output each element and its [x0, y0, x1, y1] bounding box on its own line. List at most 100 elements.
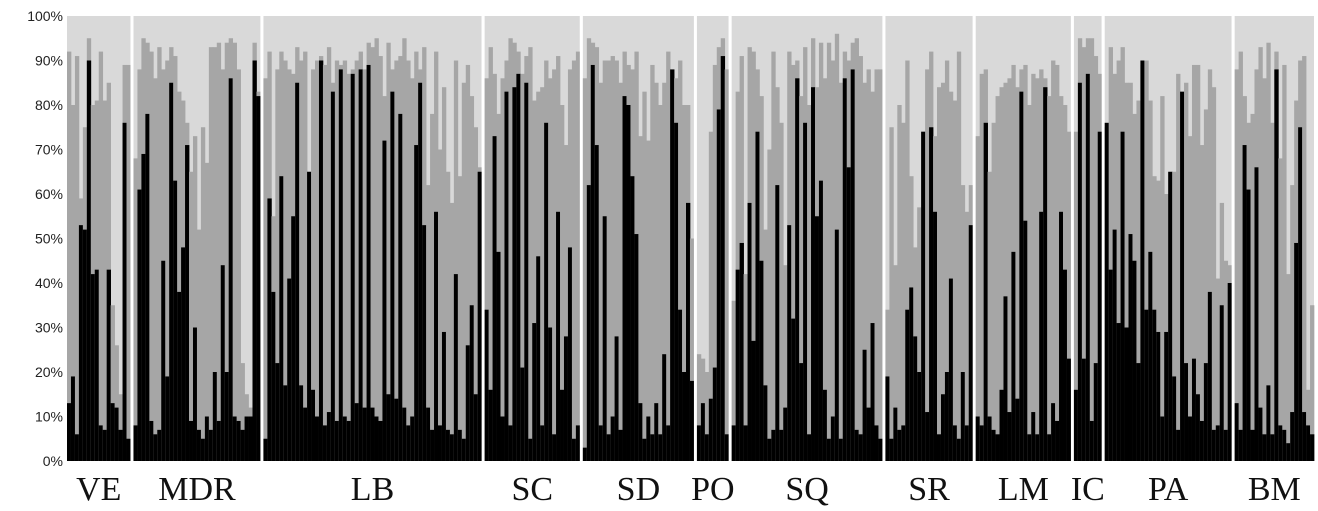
bar-segment-black — [622, 96, 627, 461]
bar-segment-gray — [878, 69, 883, 462]
bar-segment-black — [1043, 87, 1048, 461]
bar-segment-black — [940, 394, 946, 461]
bar-segment-gray — [724, 69, 730, 462]
bar-segment-gray — [1250, 113, 1255, 462]
bar-segment-black — [220, 265, 226, 461]
bar-segment-black — [315, 416, 320, 461]
bar-segment-black — [275, 363, 280, 461]
bar-segment-black — [208, 429, 214, 461]
bar-segment-black — [488, 389, 493, 461]
bar-segment-black — [70, 376, 76, 461]
bar-segment-black — [378, 420, 383, 461]
bar-segment-black — [90, 274, 96, 461]
bar-segment-black — [751, 340, 756, 461]
bar-segment-black — [1051, 403, 1056, 461]
bar-segment-black — [1262, 434, 1267, 461]
bar-segment-gray — [889, 127, 894, 461]
bar-segment-gray — [731, 300, 736, 461]
bar-segment-black — [1302, 412, 1307, 461]
bar-segment-black — [354, 403, 359, 461]
bar-segment-black — [1195, 394, 1201, 461]
bar-segment-black — [1085, 73, 1091, 461]
bar-segment-black — [1234, 403, 1239, 461]
population-label: LM — [998, 471, 1049, 506]
bar-segment-gray — [937, 87, 942, 461]
bar-segment-black — [552, 434, 557, 461]
bar-segment-black — [98, 425, 104, 461]
bar-segment-black — [137, 189, 142, 462]
bar-segment-gray — [98, 51, 104, 461]
bar-segment-black — [283, 385, 288, 461]
bar-segment-gray — [1310, 305, 1315, 461]
bar-segment-black — [189, 420, 194, 461]
bar-segment-black — [1203, 363, 1209, 461]
bar-segment-gray — [791, 64, 796, 461]
bar-segment-black — [342, 416, 348, 461]
bar-segment-black — [82, 229, 88, 461]
bar-segment-gray — [1055, 64, 1060, 461]
bar-segment-black — [1011, 251, 1016, 461]
bar-segment-gray — [326, 47, 332, 462]
bar-segment-gray — [838, 82, 844, 461]
bar-segment-gray — [979, 73, 984, 461]
bar-segment-black — [434, 211, 439, 461]
population-label: PO — [691, 471, 734, 506]
bar-segment-gray — [548, 78, 553, 462]
bar-segment-black — [686, 202, 691, 461]
bar-segment-gray — [552, 69, 557, 462]
bar-segment-black — [1039, 211, 1044, 461]
bar-segment-gray — [1003, 82, 1008, 461]
bar-segment-black — [654, 403, 659, 461]
bar-segment-gray — [1302, 56, 1307, 462]
bar-segment-black — [952, 425, 958, 461]
bar-segment-black — [678, 309, 683, 461]
bar-segment-gray — [445, 171, 451, 461]
bar-segment-gray — [315, 60, 320, 461]
bar-segment-black — [224, 372, 230, 461]
population-label: LB — [351, 471, 394, 506]
bar-segment-gray — [650, 64, 655, 461]
bar-segment-black — [402, 407, 407, 461]
bar-segment-gray — [646, 140, 651, 461]
bar-segment-black — [86, 60, 92, 461]
bar-segment-black — [516, 73, 521, 461]
bar-segment-black — [1199, 420, 1205, 461]
bar-segment-gray — [378, 56, 383, 462]
bar-segment-black — [811, 87, 816, 461]
bar-segment-black — [1290, 412, 1295, 461]
bar-segment-black — [642, 438, 647, 461]
bar-segment-black — [720, 56, 726, 462]
bar-segment-black — [818, 180, 824, 461]
bar-segment-gray — [767, 149, 772, 461]
bar-segment-gray — [374, 38, 379, 461]
bar-segment-black — [457, 429, 463, 461]
bar-segment-gray — [362, 69, 367, 462]
bar-segment-black — [524, 82, 529, 461]
bar-segment-gray — [240, 363, 245, 461]
bar-segment-black — [1176, 429, 1181, 461]
y-tick-label: 0% — [43, 453, 63, 469]
bar-segment-black — [145, 113, 150, 462]
bar-segment-black — [866, 407, 871, 461]
bar-segment-black — [1140, 60, 1145, 461]
bar-segment-black — [735, 269, 740, 461]
bar-segment-gray — [520, 73, 525, 461]
bar-segment-black — [759, 260, 764, 461]
population-label: MDR — [158, 471, 236, 506]
bar-segment-black — [1144, 309, 1149, 461]
bar-segment-gray — [987, 171, 992, 461]
bar-segment-black — [449, 434, 455, 461]
bar-segment-black — [1066, 358, 1072, 461]
bar-segment-black — [477, 171, 482, 461]
bar-segment-gray — [322, 64, 328, 461]
population-separator — [882, 14, 886, 463]
bar-segment-gray — [743, 274, 748, 461]
bar-segment-gray — [1266, 42, 1271, 461]
bar-segment-gray — [654, 82, 659, 461]
bar-segment-gray — [1015, 87, 1020, 461]
bar-segment-black — [606, 434, 611, 461]
bar-segment-gray — [1051, 60, 1056, 461]
bar-segment-black — [299, 385, 304, 461]
bar-segment-black — [783, 407, 788, 461]
bar-segment-black — [1059, 211, 1064, 461]
